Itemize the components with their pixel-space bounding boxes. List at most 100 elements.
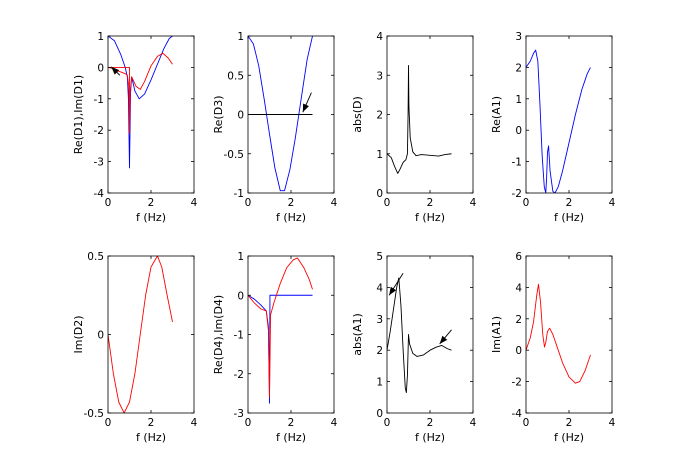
- subplot-7: 0 2 4 0 1 2 3 4 5 f (Hz) abs(A1): [351, 251, 477, 444]
- x-tick-label: 2: [427, 417, 434, 429]
- series-group: [526, 283, 591, 384]
- y-tick-label: 1: [237, 31, 244, 43]
- annotation-arrow: [302, 92, 312, 113]
- x-axis-label: f (Hz): [415, 431, 445, 444]
- series-line-1: [526, 49, 591, 193]
- x-tick-label: 2: [288, 197, 295, 209]
- x-tick-label: 2: [566, 417, 573, 429]
- annotation-arrow: [439, 329, 452, 345]
- y-tick-label: 1: [97, 31, 104, 43]
- y-tick-label: -4: [94, 188, 105, 200]
- y-tick-label: 4: [376, 282, 383, 294]
- x-tick-label: 2: [148, 417, 155, 429]
- y-tick-label: -2: [234, 369, 244, 381]
- x-tick-label: 2: [288, 417, 295, 429]
- x-axis-label: f (Hz): [554, 211, 584, 224]
- y-tick-label: 0.5: [227, 70, 244, 82]
- y-tick-label: -1: [512, 157, 522, 169]
- x-tick-label: 4: [609, 197, 616, 209]
- y-tick-label: -1: [234, 188, 244, 200]
- x-axis-label: f (Hz): [415, 211, 445, 224]
- subplot-8: 0 2 4 -4 -2 0 2 4 6 f (Hz) Im(A1): [490, 251, 616, 444]
- annotation-arrow: [388, 273, 404, 296]
- x-tick-label: 0: [105, 417, 112, 429]
- axes-box: [107, 35, 195, 194]
- y-tick-label: 3: [515, 31, 522, 43]
- x-tick-label: 0: [105, 197, 112, 209]
- series-line-2: [248, 257, 313, 398]
- y-tick-label: -2: [512, 188, 522, 200]
- x-tick-label: 2: [148, 197, 155, 209]
- subplot-2: 0 2 4 -1 -0.5 0 0.5 1 f (Hz) Re(D3): [212, 31, 338, 224]
- series-line-3: [108, 66, 130, 134]
- series-group: [526, 49, 591, 193]
- y-tick-label: -0.5: [224, 149, 245, 161]
- y-axis-label: abs(A1): [351, 313, 364, 356]
- y-tick-label: 0: [515, 345, 522, 357]
- series-line-1: [108, 36, 173, 169]
- series-group: [248, 257, 313, 404]
- y-tick-label: -3: [94, 157, 104, 169]
- y-axis-label: Im(A1): [490, 316, 503, 353]
- y-axis-label: Re(D4),Im(D4): [212, 295, 225, 374]
- x-tick-label: 2: [566, 197, 573, 209]
- y-axis-label: Re(D1),Im(D1): [72, 75, 85, 154]
- x-tick-label: 4: [331, 417, 338, 429]
- y-tick-label: 2: [376, 345, 383, 357]
- x-tick-label: 4: [191, 417, 198, 429]
- y-axis-label: Im(D2): [72, 315, 85, 353]
- y-tick-label: 1: [376, 377, 383, 389]
- y-tick-label: 0: [97, 330, 104, 342]
- series-line-1: [387, 277, 452, 394]
- x-tick-label: 0: [245, 417, 252, 429]
- axes-box: [107, 255, 195, 414]
- series-group: [108, 36, 173, 169]
- x-tick-label: 4: [331, 197, 338, 209]
- y-tick-label: -2: [94, 125, 104, 137]
- x-tick-label: 0: [523, 197, 530, 209]
- series-line-1: [387, 64, 452, 174]
- series-line-2: [108, 52, 173, 134]
- y-tick-label: -2: [512, 377, 522, 389]
- x-tick-label: 4: [191, 197, 198, 209]
- y-tick-label: 3: [376, 314, 383, 326]
- y-axis-label: abs(D): [351, 96, 364, 133]
- annotation-arrow: [110, 66, 121, 76]
- y-tick-label: 3: [376, 70, 383, 82]
- y-tick-label: 0: [515, 125, 522, 137]
- series-group: [387, 64, 452, 174]
- subplot-6: 0 2 4 -3 -2 -1 0 1 f (Hz) Re(D4),Im(D4): [212, 251, 338, 444]
- series-group: [387, 277, 452, 394]
- x-axis-label: f (Hz): [136, 211, 166, 224]
- y-tick-label: 2: [515, 314, 522, 326]
- subplot-5: 0 2 4-0.500.5f (Hz)Im(D2): [72, 251, 198, 444]
- y-tick-label: 1: [237, 251, 244, 263]
- y-tick-label: 4: [515, 282, 522, 294]
- x-tick-label: 2: [427, 197, 434, 209]
- subplot-1: 0 2 4 -4 -3 -2 -1 0 1 f (Hz) Re(D1),Im(D1): [72, 31, 198, 224]
- y-tick-label: 2: [376, 110, 383, 122]
- y-tick-label: 1: [515, 94, 522, 106]
- series-group: [248, 36, 313, 192]
- y-tick-label: -1: [94, 94, 104, 106]
- series-line-1: [248, 36, 313, 192]
- x-tick-label: 0: [245, 197, 252, 209]
- x-tick-label: 0: [384, 417, 391, 429]
- axes-box: [525, 35, 613, 194]
- subplot-3: 0 2 4 0 1 2 3 4 f (Hz) abs(D): [351, 31, 477, 224]
- axes-box: [525, 255, 613, 414]
- x-axis-label: f (Hz): [136, 431, 166, 444]
- y-tick-label: -1: [234, 330, 244, 342]
- y-tick-label: -0.5: [84, 408, 105, 420]
- y-tick-label: 0: [97, 62, 104, 74]
- y-axis-label: Re(A1): [490, 96, 503, 133]
- x-axis-label: f (Hz): [276, 431, 306, 444]
- axes-box: [247, 255, 335, 414]
- y-tick-label: 2: [515, 62, 522, 74]
- y-tick-label: 0: [376, 408, 383, 420]
- y-tick-label: 0: [237, 110, 244, 122]
- y-tick-label: 5: [376, 251, 383, 263]
- x-tick-label: 0: [384, 197, 391, 209]
- y-tick-label: 1: [376, 149, 383, 161]
